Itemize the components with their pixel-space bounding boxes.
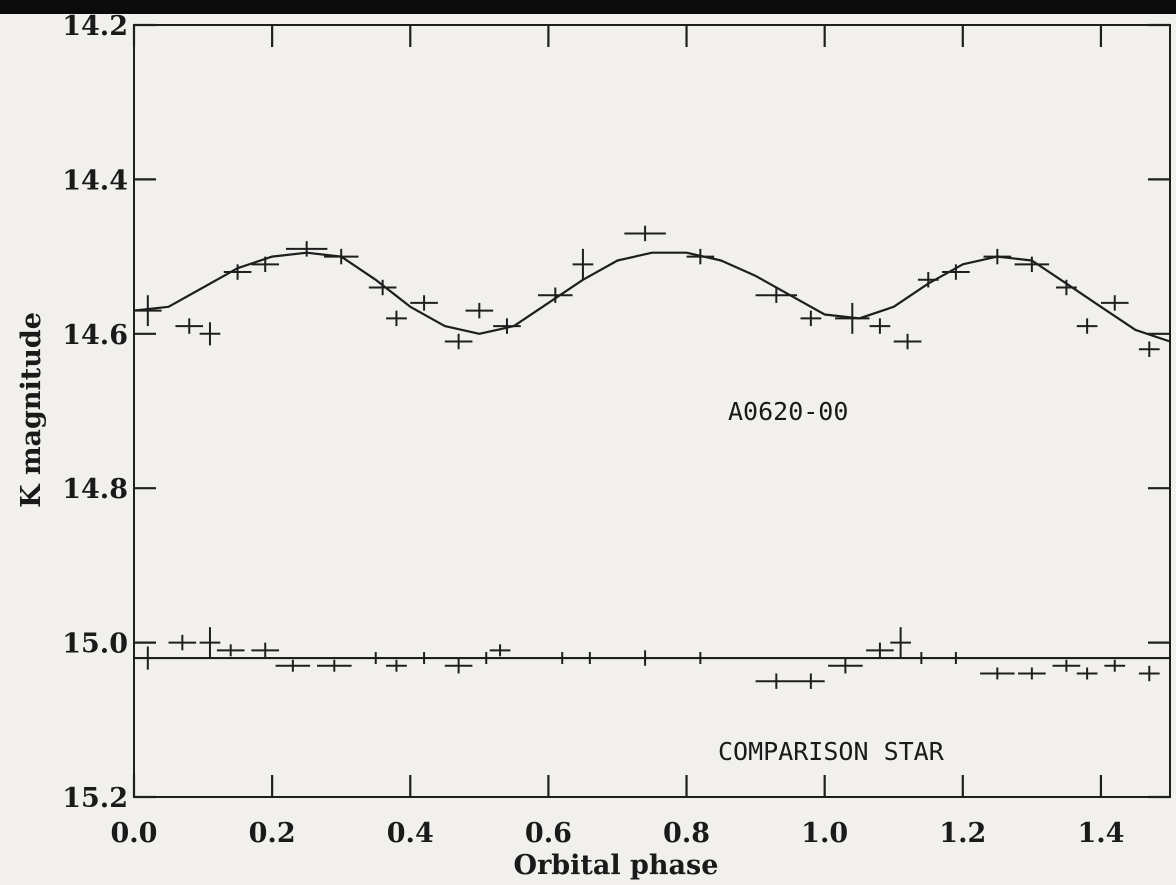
data-point <box>323 248 359 265</box>
data-point <box>216 644 245 657</box>
data-point <box>465 302 494 319</box>
data-point <box>1056 279 1077 296</box>
data-point <box>134 295 162 327</box>
top-edge-bar <box>0 0 1176 14</box>
data-point <box>168 634 197 651</box>
x-tick-label: 1.0 <box>801 818 848 849</box>
data-point <box>1076 318 1098 334</box>
data-point <box>538 287 573 303</box>
data-point <box>1138 665 1160 682</box>
data-point <box>1018 667 1046 680</box>
data-point <box>917 272 939 288</box>
data-point <box>869 318 891 334</box>
data-point <box>275 659 311 672</box>
data-point <box>893 333 922 350</box>
y-tick-label: 15.2 <box>62 783 128 814</box>
x-tick-label: 1.4 <box>1077 818 1124 849</box>
annotation-a0620: A0620-00 <box>728 397 848 426</box>
data-point <box>907 652 936 665</box>
data-point <box>1138 341 1160 357</box>
x-tick-label: 0.8 <box>663 818 710 849</box>
data-point <box>1076 667 1098 680</box>
data-point <box>199 627 221 659</box>
y-tick-label: 14.8 <box>62 474 128 505</box>
data-point <box>866 642 894 659</box>
data-point <box>1014 256 1050 273</box>
plot-frame <box>133 24 1171 798</box>
y-tick-label: 14.2 <box>62 11 128 42</box>
data-point <box>576 652 604 665</box>
fit-curve-0 <box>133 251 1171 343</box>
x-tick-label: 1.2 <box>939 818 986 849</box>
data-point <box>617 650 673 666</box>
data-point <box>572 248 594 280</box>
x-tick-label: 0.0 <box>111 818 158 849</box>
data-point <box>410 652 438 665</box>
data-point <box>444 333 473 350</box>
data-point <box>317 659 352 672</box>
data-point <box>134 646 162 670</box>
y-tick-label: 14.6 <box>62 320 128 351</box>
data-point <box>679 652 722 665</box>
data-point <box>755 673 798 689</box>
y-tick-label: 14.4 <box>62 165 128 196</box>
data-point <box>489 644 511 657</box>
data-point <box>444 658 473 674</box>
points-group <box>134 225 1160 689</box>
data-point <box>251 642 280 659</box>
data-point <box>942 264 970 280</box>
data-point <box>945 652 967 665</box>
data-point <box>386 310 407 327</box>
axes-group <box>132 23 1171 799</box>
data-point <box>410 295 438 311</box>
data-point <box>361 652 390 665</box>
x-tick-label: 0.2 <box>249 818 296 849</box>
labels-group: 0.0 0.2 0.4 0.6 0.8 1.0 1.2 1.4 14.2 14.4 14.6 14.8… <box>62 11 1124 849</box>
data-point <box>835 302 870 334</box>
data-point <box>368 279 397 296</box>
data-point <box>797 673 825 689</box>
x-axis-label: Orbital phase <box>514 850 719 881</box>
x-tick-label: 0.6 <box>525 818 572 849</box>
data-point <box>1052 659 1081 672</box>
data-point <box>223 264 252 280</box>
annotation-comparison-star: COMPARISON STAR <box>718 737 945 766</box>
data-point <box>755 287 798 303</box>
data-point <box>890 627 911 659</box>
y-tick-label: 15.0 <box>62 629 128 660</box>
data-point <box>285 241 328 257</box>
fit-group <box>133 251 1171 660</box>
data-point <box>175 318 204 334</box>
data-point <box>624 225 666 242</box>
data-point <box>475 652 497 665</box>
data-point <box>1104 659 1126 672</box>
data-point <box>386 659 407 672</box>
data-point <box>1100 295 1129 311</box>
x-tick-label: 0.4 <box>387 818 434 849</box>
data-point <box>251 256 280 273</box>
data-point <box>199 322 221 346</box>
data-point <box>493 318 521 334</box>
data-point <box>686 248 715 265</box>
data-point <box>800 310 822 327</box>
data-point <box>983 248 1012 265</box>
data-point <box>828 658 863 674</box>
data-point <box>980 667 1015 680</box>
y-axis-label: K magnitude <box>16 312 47 508</box>
